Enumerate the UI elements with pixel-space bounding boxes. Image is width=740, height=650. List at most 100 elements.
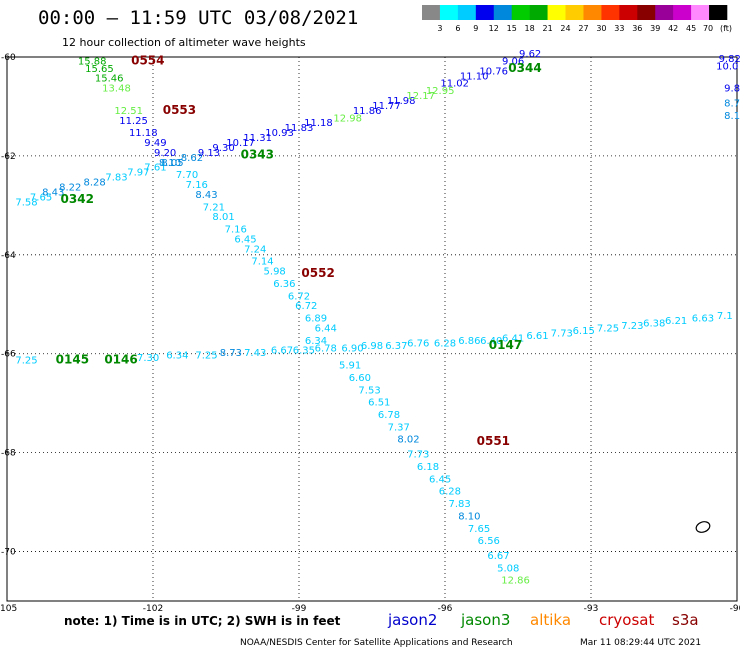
pass-time-label: 0147 bbox=[489, 338, 522, 352]
wave-height-value: 7.25 bbox=[15, 356, 37, 367]
wave-height-value: 9.30 bbox=[212, 143, 234, 154]
legend-tick-label: 30 bbox=[596, 24, 606, 33]
wave-height-value: 9.8 bbox=[724, 84, 740, 95]
axis-ticks: -105 -102 -99 -96 -93 -90 -60 -62 -64 -66 -68 -70 bbox=[0, 53, 740, 614]
wave-height-value: 6.40 bbox=[480, 336, 502, 347]
wave-height-value: 11.10 bbox=[460, 71, 489, 82]
wave-height-value: 7.1 bbox=[717, 311, 733, 322]
wave-height-value: 15.88 bbox=[78, 56, 107, 67]
pass-time-label: 0344 bbox=[508, 61, 541, 75]
wave-height-value: 9.06 bbox=[502, 56, 524, 67]
satellite-label: jason2 bbox=[387, 611, 437, 629]
satellite-label: s3a bbox=[672, 611, 699, 629]
wave-height-value: 6.15 bbox=[573, 326, 595, 337]
track-pass-0554-0553: 15.8815.6515.4613.4812.5111.2511.189.499… bbox=[78, 56, 530, 586]
legend-tick-label: 9 bbox=[473, 24, 478, 33]
map-frame bbox=[6, 56, 738, 602]
wave-height-value: 9.82 bbox=[719, 54, 740, 65]
wave-height-value: 11.31 bbox=[243, 133, 272, 144]
wave-height-value: 6.72 bbox=[295, 301, 317, 312]
pass-time-label: 0342 bbox=[61, 192, 94, 206]
wave-height-value: 9.62 bbox=[519, 49, 541, 60]
wave-height-value: 7.65 bbox=[468, 524, 490, 535]
legend-tick-label: 15 bbox=[507, 24, 517, 33]
wave-height-value: 6.61 bbox=[526, 331, 548, 342]
wave-height-value: 7.43 bbox=[244, 348, 266, 359]
legend-swatch bbox=[601, 5, 620, 20]
wave-height-value: 5.98 bbox=[264, 267, 286, 278]
wave-height-value: 7.53 bbox=[358, 385, 380, 396]
legend-swatch bbox=[422, 5, 441, 20]
wave-height-value: 8.43 bbox=[42, 187, 64, 198]
wave-height-value: 8.02 bbox=[397, 435, 419, 446]
wave-height-value: 10.76 bbox=[479, 66, 508, 77]
legend-swatch bbox=[493, 5, 513, 20]
legend-tick-label: 33 bbox=[614, 24, 624, 33]
wave-height-value: 12.95 bbox=[426, 86, 455, 97]
wave-height-value: 8.43 bbox=[195, 190, 217, 201]
wave-height-value: 15.46 bbox=[95, 74, 124, 85]
legend-tick-label: 27 bbox=[578, 24, 588, 33]
wave-height-value: 7.65 bbox=[30, 192, 52, 203]
legend-swatch bbox=[565, 5, 584, 20]
wave-height-value: 11.86 bbox=[353, 106, 382, 117]
wave-height-value: 8.28 bbox=[83, 178, 105, 189]
wave-height-tracks: 15.8815.6515.4613.4812.5111.2511.189.499… bbox=[15, 49, 740, 587]
wave-height-value: 11.02 bbox=[440, 79, 469, 90]
wave-height-value: 8.7 bbox=[724, 98, 740, 109]
legend-tick-label: 21 bbox=[542, 24, 552, 33]
wave-height-value: 6.44 bbox=[315, 323, 337, 334]
color-legend: 3 6 9 12 15 18 21 24 27 30 33 36 39 42 45 70 (ft) bbox=[422, 5, 732, 33]
wave-height-value: 6.51 bbox=[368, 398, 390, 409]
x-tick-label: -90 bbox=[730, 604, 740, 614]
island-outline bbox=[695, 521, 711, 533]
wave-height-value: 6.21 bbox=[665, 316, 687, 327]
pass-time-label: 0343 bbox=[241, 147, 274, 161]
legend-swatch bbox=[709, 5, 728, 20]
track-pass-0342-0344: 7.587.658.438.22 8.28 7.83 7.977.618.10 8.62… bbox=[15, 49, 541, 208]
wave-height-value: 6.18 bbox=[417, 462, 439, 473]
x-tick-label: -99 bbox=[292, 604, 307, 614]
satellite-label: jason3 bbox=[460, 611, 510, 629]
wave-height-value: 8.22 bbox=[59, 183, 81, 194]
wave-height-value: 8.73 bbox=[220, 348, 242, 359]
x-tick-label: -96 bbox=[438, 604, 453, 614]
footer-note: note: 1) Time is in UTC; 2) SWH is in fe… bbox=[64, 614, 341, 628]
wave-height-value: 11.18 bbox=[304, 118, 333, 129]
wave-height-value: 9.13 bbox=[198, 148, 220, 159]
pass-time-label: 0553 bbox=[163, 103, 196, 117]
wave-height-value: 6.86 bbox=[458, 336, 480, 347]
wave-height-value: 9.20 bbox=[154, 148, 176, 159]
y-tick-label: -64 bbox=[1, 251, 16, 261]
legend-swatch bbox=[673, 5, 692, 20]
legend-swatch bbox=[439, 5, 459, 20]
x-tick-label: -105 bbox=[0, 604, 17, 614]
legend-tick-label: 39 bbox=[650, 24, 660, 33]
wave-height-value: 7.14 bbox=[251, 257, 273, 268]
wave-height-value: 8.62 bbox=[181, 153, 203, 164]
x-tick-label: -93 bbox=[584, 604, 599, 614]
legend-tick-label: 24 bbox=[560, 24, 570, 33]
legend-swatch bbox=[637, 5, 656, 20]
legend-tick-label: 36 bbox=[632, 24, 642, 33]
wave-height-value: 6.34 bbox=[305, 336, 327, 347]
wave-height-value: 8.10 bbox=[159, 158, 181, 169]
wave-height-value: 6.28 bbox=[434, 338, 456, 349]
legend-tick-label: 45 bbox=[686, 24, 696, 33]
wave-height-value: 11.83 bbox=[285, 123, 314, 134]
wave-height-value: 6.60 bbox=[349, 373, 371, 384]
wave-height-value: 9.49 bbox=[144, 138, 166, 149]
wave-height-value: 6.34 bbox=[166, 351, 188, 362]
wave-height-value: 12.51 bbox=[114, 106, 143, 117]
wave-height-value: 10.0 bbox=[716, 61, 738, 72]
legend-swatch bbox=[655, 5, 674, 20]
map-grid bbox=[7, 57, 737, 601]
wave-height-value: 7.58 bbox=[15, 197, 37, 208]
wave-height-value: 7.70 bbox=[176, 170, 198, 181]
wave-height-value: 7.83 bbox=[105, 173, 127, 184]
legend-swatch bbox=[547, 5, 566, 20]
wave-height-value: 6.78 bbox=[315, 343, 337, 354]
map-subtitle: 12 hour collection of altimeter wave hei… bbox=[62, 36, 306, 49]
